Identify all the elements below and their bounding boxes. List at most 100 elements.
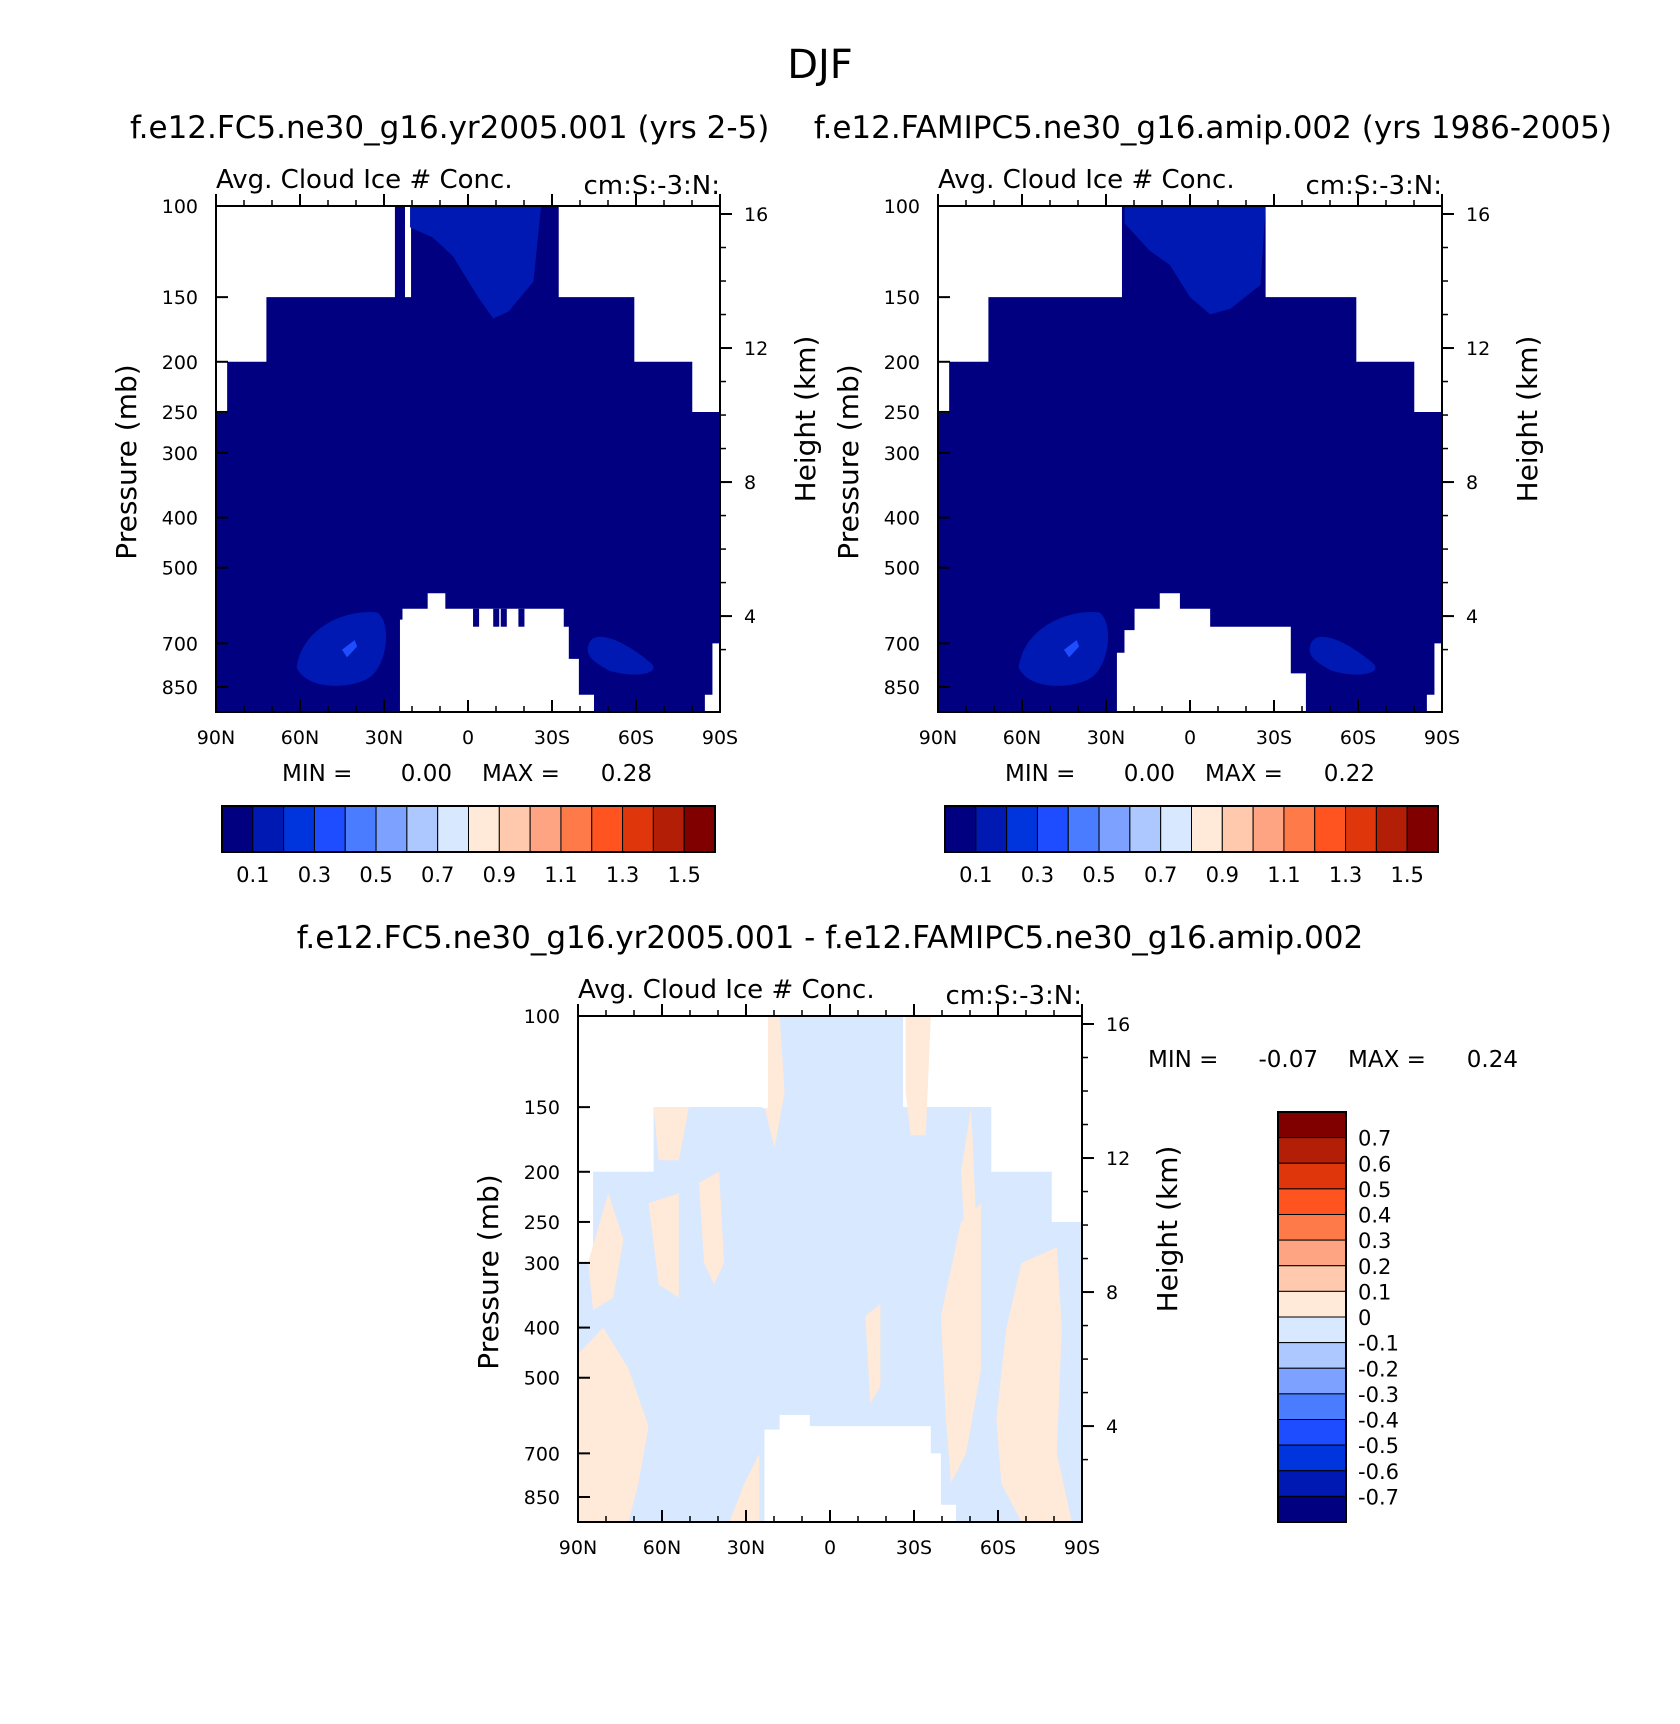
- field-band-0.1: [940, 1203, 982, 1484]
- y2-tick-label: 4: [1106, 1416, 1118, 1438]
- panel-bottom: 90N 60N 30N 0 30S 60S 90S 100 150 200 250 300 400 500…: [297, 920, 1518, 1559]
- y-tick-label: 250: [162, 402, 198, 424]
- y2-axis-title: Height (km): [789, 336, 822, 503]
- x-tick-label: 90N: [197, 727, 235, 749]
- colorbar-swatch: [1277, 1162, 1347, 1190]
- x-tick-label: 90N: [919, 727, 957, 749]
- colorbar-swatch: [252, 805, 285, 853]
- min-value: 0.00: [401, 761, 452, 787]
- y2-axis-title: Height (km): [1151, 1146, 1184, 1313]
- x-tick-label: 60S: [1340, 727, 1376, 749]
- field-band-0.1: [296, 611, 387, 686]
- colorbar-swatch: [1160, 805, 1192, 853]
- y-axis-title: Pressure (mb): [472, 1174, 505, 1369]
- field-band-0.1: [587, 636, 654, 675]
- panel-title: f.e12.FAMIPC5.ne30_g16.amip.002 (yrs 198…: [814, 110, 1612, 146]
- y-tick-label: 500: [524, 1368, 560, 1390]
- field-band-0.2: [1064, 640, 1080, 658]
- colorbar-swatch: [1277, 1367, 1347, 1395]
- x-tick-label: 60N: [643, 1537, 681, 1559]
- field-band-0.1: [764, 1016, 785, 1149]
- missing-region: [764, 1414, 956, 1522]
- colorbar-swatch: [375, 805, 408, 853]
- colorbar-label: 0.7: [421, 863, 454, 887]
- y2-tick-label: 12: [1106, 1148, 1130, 1170]
- colorbar-swatch: [1277, 1444, 1347, 1472]
- colorbar-label: 0.1: [236, 863, 269, 887]
- field-band-0.1: [996, 1247, 1072, 1522]
- field-band-0.1: [1309, 636, 1376, 675]
- y-tick-label: 300: [884, 443, 920, 465]
- colorbar-label: 1.3: [1329, 863, 1362, 887]
- panel-top-left: 90N 60N 30N 0 30S 60S 90S 100 150 200 250 300 400 500…: [110, 110, 822, 887]
- colorbar-label: 0.4: [1358, 1204, 1391, 1228]
- x-tick-label: 30S: [896, 1537, 932, 1559]
- max-value: 0.24: [1467, 1047, 1518, 1073]
- y-tick-label: 500: [162, 558, 198, 580]
- colorbar-swatch: [344, 805, 377, 853]
- y-tick-label: 200: [884, 352, 920, 374]
- colorbar-swatch: [1277, 1342, 1347, 1369]
- missing-region: [704, 643, 720, 712]
- colorbar-label: 0.6: [1358, 1152, 1391, 1176]
- panel-top-right: 90N 60N 30N 0 30S 60S 90S 100 150 200 250 300 400 500…: [814, 110, 1612, 887]
- colorbar-label: 0.3: [298, 863, 331, 887]
- colorbar-swatch: [652, 805, 685, 853]
- units-label: cm:S:-3:N:: [583, 171, 720, 201]
- figure-title: DJF: [787, 42, 853, 88]
- field-sliver: [493, 608, 500, 627]
- x-tick-label: 30N: [727, 1537, 765, 1559]
- x-tick-label: 30S: [534, 727, 570, 749]
- x-tick-label: 90N: [559, 1537, 597, 1559]
- x-tick-label: 90S: [702, 727, 738, 749]
- missing-gap: [405, 206, 412, 298]
- field-sliver: [473, 608, 480, 627]
- colorbar-swatch: [1277, 1214, 1347, 1241]
- field-band-0.1: [1124, 206, 1266, 315]
- colorbar-swatch: [1406, 805, 1439, 853]
- max-label: MAX =: [482, 761, 560, 787]
- colorbar-swatch: [1277, 1316, 1347, 1344]
- x-tick-label: 0: [1184, 727, 1196, 749]
- y2-axis-title: Height (km): [1511, 336, 1544, 503]
- colorbar-label: -0.6: [1358, 1460, 1399, 1484]
- min-label: MIN =: [282, 761, 352, 787]
- colorbar-swatch: [591, 805, 624, 853]
- colorbar-swatch: [1098, 805, 1131, 853]
- y2-tick-label: 4: [1466, 606, 1478, 628]
- y-tick-label: 400: [162, 508, 198, 530]
- y-tick-label: 200: [162, 352, 198, 374]
- colorbar-label: 0.3: [1021, 863, 1054, 887]
- x-tick-label: 0: [824, 1537, 836, 1559]
- y-tick-label: 250: [524, 1212, 560, 1234]
- colorbar-label: 0.9: [483, 863, 516, 887]
- x-tick-label: 60S: [618, 727, 654, 749]
- min-value: -0.07: [1258, 1047, 1318, 1073]
- y2-tick-label: 16: [1106, 1014, 1130, 1036]
- colorbar-swatch: [1067, 805, 1100, 853]
- colorbar-swatch: [683, 805, 716, 853]
- units-label: cm:S:-3:N:: [1305, 171, 1442, 201]
- colorbar-swatch: [437, 805, 469, 853]
- y2-tick-label: 8: [1466, 472, 1478, 494]
- colorbar-label: -0.3: [1358, 1383, 1399, 1407]
- field-band-0.1: [698, 1171, 725, 1285]
- colorbar-swatch: [1277, 1111, 1347, 1139]
- x-tick-label: 0: [462, 727, 474, 749]
- colorbar-swatch: [1006, 805, 1038, 853]
- x-tick-label: 30N: [1087, 727, 1125, 749]
- colorbar-label: 1.1: [544, 863, 577, 887]
- y-tick-label: 300: [162, 443, 198, 465]
- colorbar-label: 0.7: [1358, 1127, 1391, 1151]
- colorbar-swatch: [1191, 805, 1223, 853]
- colorbar-swatch: [622, 805, 654, 853]
- y-tick-label: 150: [884, 287, 920, 309]
- max-value: 0.28: [601, 761, 652, 787]
- y2-tick-label: 16: [1466, 204, 1490, 226]
- y-tick-label: 500: [884, 558, 920, 580]
- min-value: 0.00: [1124, 761, 1175, 787]
- y2-tick-label: 12: [744, 338, 768, 360]
- colorbar-label: 0.1: [1358, 1280, 1391, 1304]
- colorbar-label: 0.7: [1144, 863, 1177, 887]
- y-tick-label: 100: [524, 1006, 560, 1028]
